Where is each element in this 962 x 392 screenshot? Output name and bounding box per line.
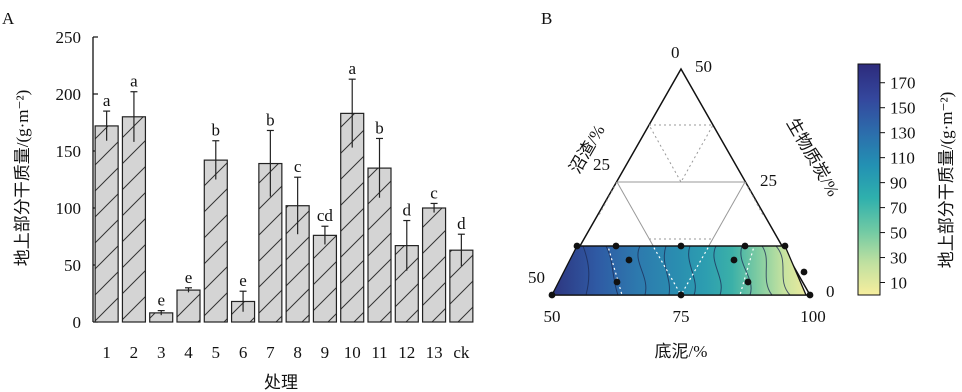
bar-chart: 050100150200250a1a2e3e4b5e6b7c8cd9a10b11… xyxy=(56,28,474,362)
bar xyxy=(176,289,201,323)
x-tick-label: 5 xyxy=(212,343,221,362)
y-tick-label: 200 xyxy=(56,85,82,104)
panel-b-label: B xyxy=(541,9,552,28)
colorbar-tick-label: 10 xyxy=(890,274,907,293)
x-tick-label: 9 xyxy=(321,343,330,362)
colorbar-tick-label: 30 xyxy=(890,249,907,268)
bar xyxy=(421,207,447,323)
grid-over-surface xyxy=(598,246,764,295)
significance-letter: c xyxy=(294,157,302,176)
y-tick-label: 250 xyxy=(56,28,82,47)
x-tick-label: 3 xyxy=(157,343,166,362)
x-tick-label: 2 xyxy=(130,343,139,362)
colorbar-tick-label: 110 xyxy=(890,149,915,168)
x-tick-label: 12 xyxy=(398,343,415,362)
x-tick-label: 8 xyxy=(293,343,302,362)
x-axis-label: 处理 xyxy=(264,373,298,392)
top-tick-0: 0 xyxy=(671,43,680,62)
x-tick-label: 7 xyxy=(266,343,275,362)
x-tick-label: 6 xyxy=(239,343,248,362)
y-axis-label: 地上部分干质量/(g·m⁻²) xyxy=(13,90,32,267)
ternary-inner-grid xyxy=(598,124,764,296)
response-surface xyxy=(552,246,806,295)
x-tick-label: 4 xyxy=(184,343,193,362)
y-tick-label: 50 xyxy=(64,256,81,275)
y-tick-label: 150 xyxy=(56,142,82,161)
significance-letter: d xyxy=(457,214,466,233)
x-tick-label: 13 xyxy=(426,343,443,362)
colorbar-label: 地上部分干质量/(g·m⁻²) xyxy=(937,92,956,269)
panel-a-label: A xyxy=(2,9,15,28)
top-tick-50: 50 xyxy=(695,57,712,76)
significance-letter: d xyxy=(403,201,412,220)
significance-letter: a xyxy=(130,72,138,91)
significance-letter: b xyxy=(375,118,384,137)
bar xyxy=(94,125,119,323)
right-tick-0: 0 xyxy=(826,282,835,301)
bar xyxy=(312,234,338,323)
right-tick-25: 25 xyxy=(760,171,777,190)
x-tick-label: 10 xyxy=(344,343,361,362)
bottom-tick-100: 100 xyxy=(800,307,826,326)
x-tick-label: ck xyxy=(453,343,470,362)
bar xyxy=(203,159,228,323)
colorbar-tick-label: 90 xyxy=(890,174,907,193)
left-tick-25: 25 xyxy=(593,155,610,174)
left-tick-50: 50 xyxy=(528,268,545,287)
significance-letter: cd xyxy=(317,206,334,225)
contour-lines xyxy=(582,246,791,295)
significance-letter: a xyxy=(103,91,111,110)
colorbar-tick-label: 130 xyxy=(890,124,916,143)
significance-letter: e xyxy=(239,271,247,290)
colorbar: 10 30 50 70 90 110 130 150 170 地上部分干质量/(g·m⁻²) xyxy=(857,63,956,296)
colorbar-tick-label: 50 xyxy=(890,224,907,243)
y-tick-label: 100 xyxy=(56,199,82,218)
significance-letter: e xyxy=(185,268,193,287)
significance-letter: e xyxy=(157,291,165,310)
bottom-axis-label: 底泥/% xyxy=(655,342,708,361)
right-axis-label: 生物质炭/% xyxy=(783,115,843,200)
ternary-plot: 0 50 25 25 50 0 50 75 100 底泥/% 沼渣/% 生物质炭… xyxy=(528,43,843,361)
colorbar-tick-label: 170 xyxy=(890,74,916,93)
colorbar-tick-label: 150 xyxy=(890,99,916,118)
bottom-tick-75: 75 xyxy=(673,307,690,326)
colorbar-tick-label: 70 xyxy=(890,199,907,218)
y-tick-label: 0 xyxy=(73,313,82,332)
x-tick-label: 11 xyxy=(371,343,387,362)
design-points xyxy=(548,242,814,299)
significance-letter: b xyxy=(212,121,221,140)
x-tick-label: 1 xyxy=(102,343,111,362)
significance-letter: b xyxy=(266,110,275,129)
significance-letter: c xyxy=(430,183,438,202)
bottom-tick-50: 50 xyxy=(544,307,561,326)
bar xyxy=(121,116,147,323)
significance-letter: a xyxy=(348,59,356,78)
